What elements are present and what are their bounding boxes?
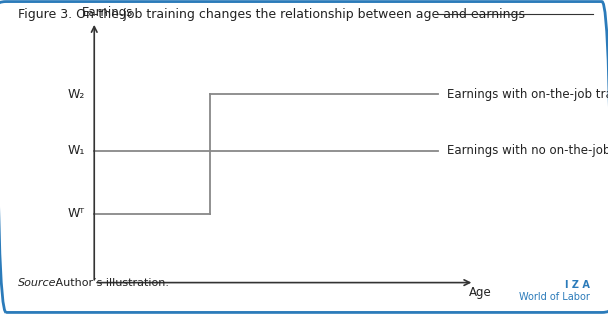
Text: Figure 3. On-the-job training changes the relationship between age and earnings: Figure 3. On-the-job training changes th…: [18, 8, 525, 21]
Text: Age: Age: [469, 286, 492, 299]
Text: Earnings with on-the-job training: Earnings with on-the-job training: [447, 88, 608, 101]
Text: I Z A: I Z A: [565, 280, 590, 290]
Text: World of Labor: World of Labor: [519, 292, 590, 302]
Text: Author’s illustration.: Author’s illustration.: [52, 278, 168, 288]
Text: Source:: Source:: [18, 278, 60, 288]
Text: Wᵀ: Wᵀ: [68, 207, 85, 220]
Text: W₁: W₁: [67, 144, 85, 157]
Text: Earnings: Earnings: [82, 6, 133, 19]
Text: W₂: W₂: [67, 88, 85, 101]
Text: Earnings with no on-the-job training: Earnings with no on-the-job training: [447, 144, 608, 157]
